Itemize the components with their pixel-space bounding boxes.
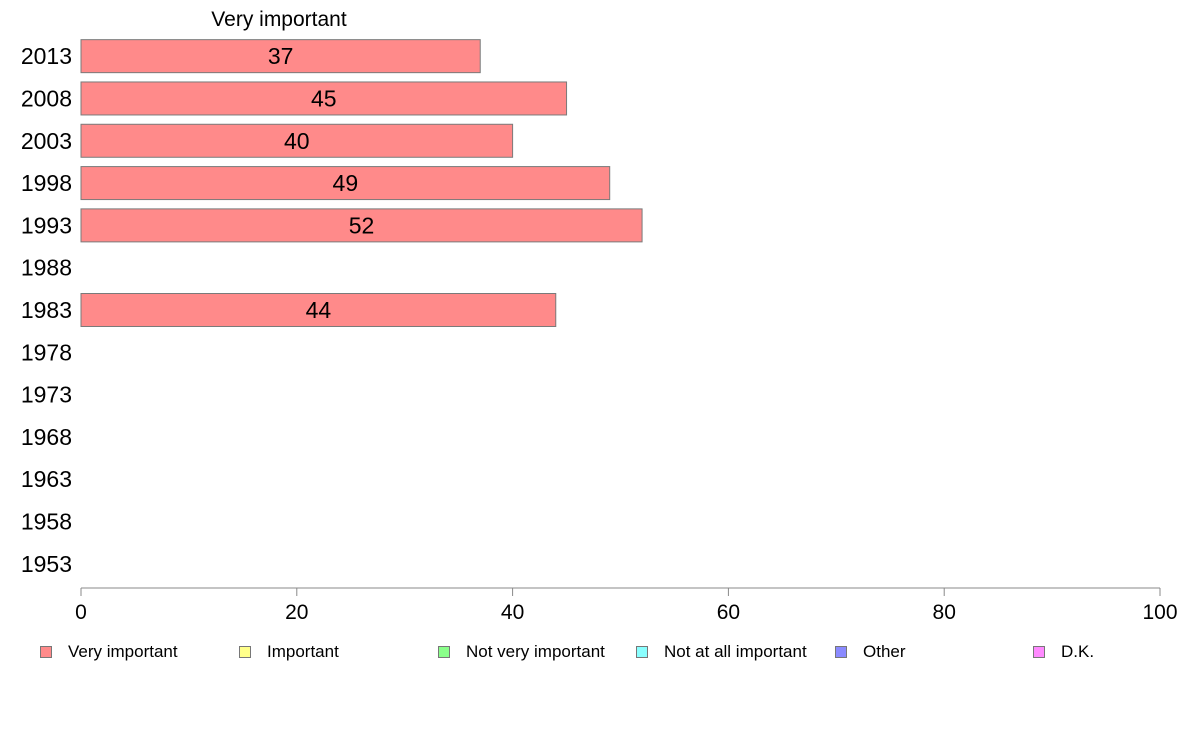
x-tick-label-100: 100: [1142, 601, 1177, 624]
legend-label-important: Important: [267, 642, 339, 661]
category-label-1988: 1988: [21, 255, 72, 281]
bar-1993: [80, 208, 643, 243]
legend-label-not-at-all-important: Not at all important: [664, 642, 807, 661]
bar-2008: [80, 81, 568, 116]
category-label-2003: 2003: [21, 128, 72, 154]
category-label-1978: 1978: [21, 339, 72, 365]
legend-swatch-dk: [1033, 646, 1045, 658]
category-label-1968: 1968: [21, 424, 72, 450]
x-tick-label-0: 0: [75, 601, 87, 624]
legend-item-not-very-important: Not very important: [438, 642, 605, 662]
category-label-1963: 1963: [21, 466, 72, 492]
data-label-1993: 52: [349, 212, 375, 238]
legend-swatch-other: [835, 646, 847, 658]
category-label-1993: 1993: [21, 212, 72, 238]
legend-swatch-not-very-important: [438, 646, 450, 658]
category-label-1998: 1998: [21, 170, 72, 196]
data-label-1983: 44: [306, 297, 332, 323]
chart-title: Very important: [211, 8, 347, 31]
category-label-1958: 1958: [21, 509, 72, 535]
legend-label-not-very-important: Not very important: [466, 642, 605, 661]
x-tick-label-20: 20: [285, 601, 308, 624]
legend-item-other: Other: [835, 642, 906, 662]
category-label-2008: 2008: [21, 85, 72, 111]
legend-item-not-at-all-important: Not at all important: [636, 642, 807, 662]
bar-2003: [80, 123, 514, 158]
legend: Very important Important Not very import…: [0, 642, 1188, 664]
category-label-1973: 1973: [21, 382, 72, 408]
bar-2013: [80, 39, 481, 74]
x-tick-label-60: 60: [717, 601, 740, 624]
category-label-2013: 2013: [21, 43, 72, 69]
legend-label-very-important: Very important: [68, 642, 178, 661]
bar-1983: [80, 293, 557, 327]
x-tick-label-40: 40: [501, 601, 524, 624]
data-label-2003: 40: [284, 128, 310, 154]
category-label-1953: 1953: [21, 551, 72, 577]
x-tick-label-80: 80: [933, 601, 956, 624]
legend-label-dk: D.K.: [1061, 642, 1095, 661]
legend-swatch-very-important: [40, 646, 52, 658]
data-label-2013: 37: [268, 43, 294, 69]
legend-item-important: Important: [239, 642, 339, 662]
category-label-1983: 1983: [21, 297, 72, 323]
data-label-2008: 45: [311, 85, 337, 111]
legend-item-very-important: Very important: [40, 642, 178, 662]
legend-swatch-important: [239, 646, 251, 658]
legend-item-dk: D.K.: [1033, 642, 1094, 662]
data-label-1998: 49: [333, 170, 359, 196]
legend-swatch-not-at-all-important: [636, 646, 648, 658]
bar-1998: [80, 166, 611, 201]
legend-label-other: Other: [863, 642, 906, 661]
